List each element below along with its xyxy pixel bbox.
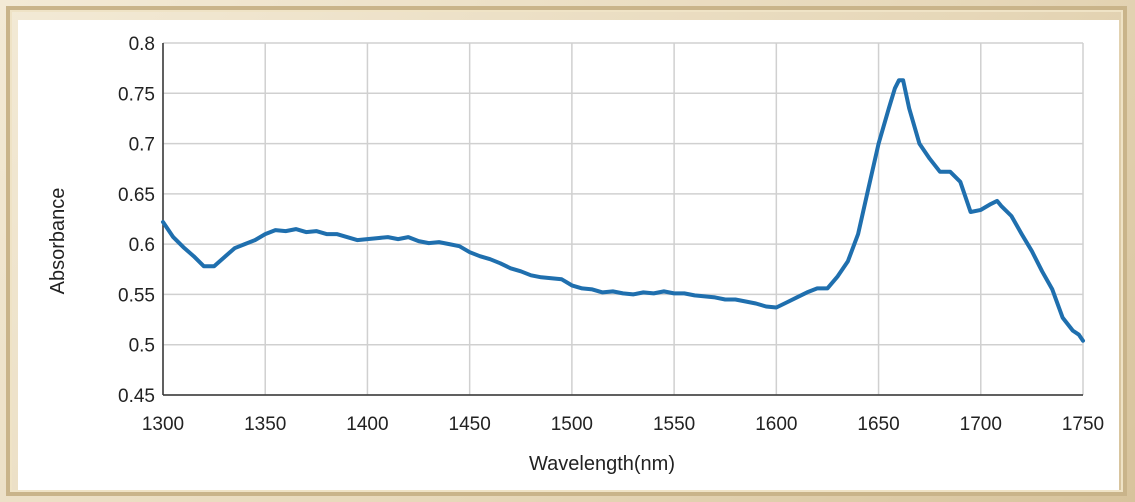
y-tick-label: 0.55 (118, 285, 155, 306)
y-tick-label: 0.7 (129, 135, 155, 156)
y-tick-labels: 0.45 0.5 0.55 0.6 0.65 0.7 0.75 0.8 (118, 34, 155, 407)
absorbance-line-chart: 1300 1350 1400 1450 1500 1550 1600 1650 1700 1750… (47, 34, 1104, 475)
series-group (161, 78, 1085, 343)
y-tick-label: 0.8 (129, 34, 155, 55)
x-tick-label: 1350 (244, 414, 286, 435)
x-tick-label: 1650 (857, 414, 899, 435)
x-tick-label: 1400 (346, 414, 388, 435)
absorbance-series-line (161, 78, 1085, 343)
x-tick-labels: 1300 1350 1400 1450 1500 1550 1600 1650 1700 1750 (142, 414, 1104, 435)
y-tick-label: 0.65 (118, 185, 155, 206)
x-tick-label: 1450 (449, 414, 491, 435)
y-tick-label: 0.45 (118, 386, 155, 407)
y-tick-label: 0.75 (118, 84, 155, 105)
axes (162, 43, 1083, 396)
x-tick-label: 1700 (960, 414, 1002, 435)
y-tick-label: 0.6 (129, 235, 155, 256)
x-tick-label: 1600 (755, 414, 797, 435)
x-tick-label: 1500 (551, 414, 593, 435)
image-frame (6, 6, 1127, 496)
y-tick-label: 0.5 (129, 336, 155, 357)
y-axis-label: Absorbance (47, 188, 69, 295)
x-tick-label: 1750 (1062, 414, 1104, 435)
gridlines (162, 42, 1084, 396)
x-tick-label: 1300 (142, 414, 184, 435)
chart-figure: 1300 1350 1400 1450 1500 1550 1600 1650 1700 1750… (18, 20, 1119, 490)
x-axis-label: Wavelength(nm) (529, 453, 675, 475)
x-tick-label: 1550 (653, 414, 695, 435)
